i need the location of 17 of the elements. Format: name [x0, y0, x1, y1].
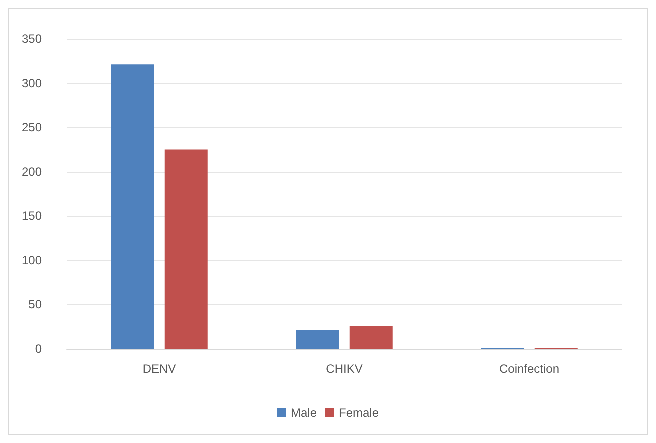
- bar: [164, 150, 208, 349]
- y-tick-label: 350: [22, 32, 42, 46]
- x-tick-label: DENV: [142, 362, 176, 376]
- x-tick-label: CHIKV: [326, 362, 363, 376]
- bar: [111, 64, 154, 349]
- y-tick-label: 50: [28, 298, 42, 312]
- y-tick-label: 250: [22, 120, 42, 135]
- y-tick-label: 300: [22, 76, 42, 90]
- y-tick-label: 0: [35, 342, 42, 356]
- legend-label: Female: [339, 406, 380, 420]
- bar: [296, 330, 340, 349]
- bar: [350, 326, 393, 349]
- legend-label: Male: [290, 406, 318, 420]
- y-tick-label: 150: [22, 209, 42, 224]
- y-tick-label: 200: [22, 164, 42, 179]
- y-tick-label: 100: [22, 253, 42, 268]
- x-tick-label: Coinfection: [499, 362, 560, 376]
